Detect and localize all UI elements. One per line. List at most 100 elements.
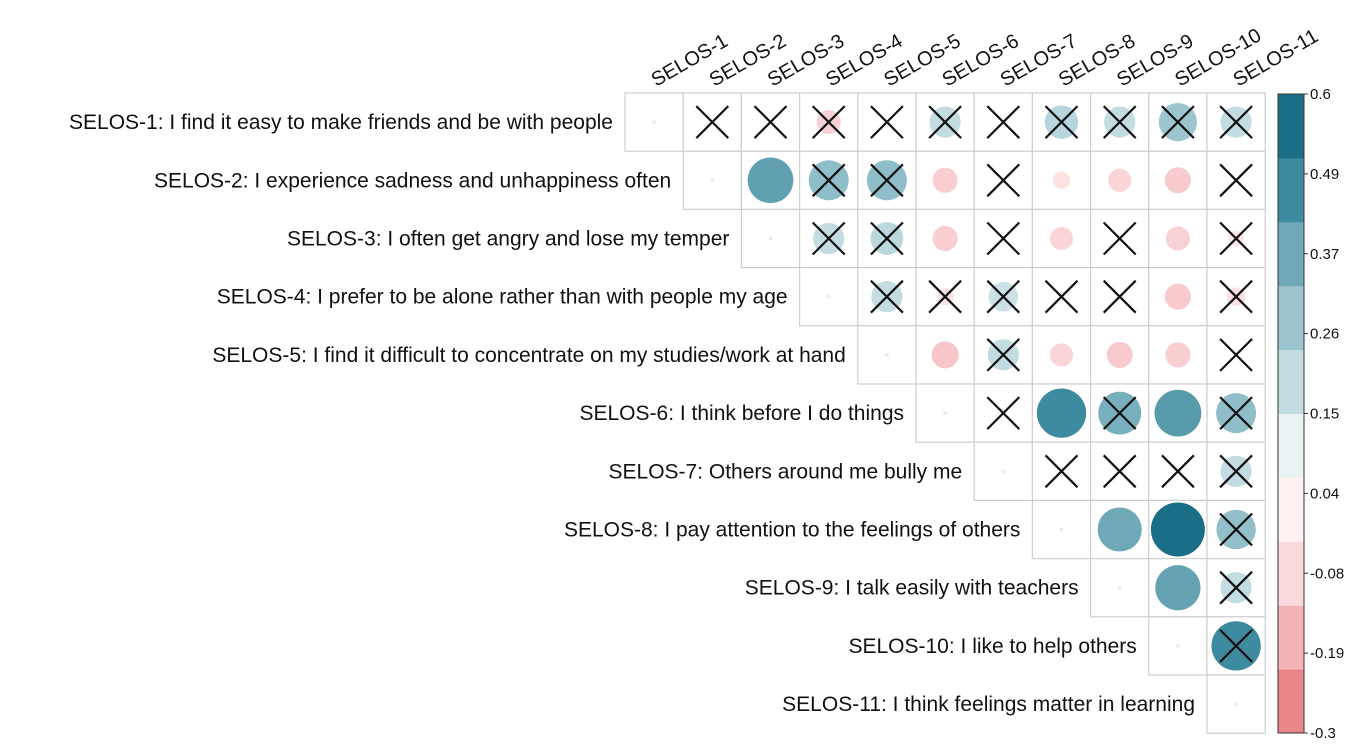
colorbar-segment xyxy=(1278,477,1304,542)
diagonal-dot xyxy=(710,178,715,183)
correlation-circle xyxy=(1150,502,1205,557)
colorbar-segment xyxy=(1278,605,1304,670)
row-label: SELOS-7: Others around me bully me xyxy=(609,460,963,483)
correlation-circle xyxy=(1052,171,1071,189)
diagonal-dot xyxy=(652,120,657,125)
colorbar-tick-label: 0.26 xyxy=(1310,326,1339,343)
correlation-circle xyxy=(932,167,958,193)
cross-mark xyxy=(811,221,846,256)
diagonal-dot xyxy=(1234,702,1239,707)
colorbar-tick-label: -0.3 xyxy=(1310,725,1336,742)
row-label: SELOS-3: I often get angry and lose my t… xyxy=(287,228,729,251)
column-labels: SELOS-1SELOS-2SELOS-3SELOS-4SELOS-5SELOS… xyxy=(648,24,1323,91)
correlation-circle xyxy=(1164,283,1191,310)
diagonal-dot xyxy=(884,352,889,357)
row-label: SELOS-5: I find it difficult to concentr… xyxy=(212,344,845,367)
row-label: SELOS-1: I find it easy to make friends … xyxy=(69,111,613,134)
colorbar-tick-label: 0.04 xyxy=(1310,485,1339,502)
row-label: SELOS-11: I think feelings matter in lea… xyxy=(782,693,1195,716)
correlation-circle xyxy=(747,157,794,204)
correlation-circle xyxy=(931,341,959,369)
colorbar-segment xyxy=(1278,157,1304,223)
cross-mark xyxy=(1219,163,1253,198)
cross-mark xyxy=(1219,396,1253,430)
cross-mark xyxy=(986,279,1021,314)
cross-mark xyxy=(695,105,730,139)
cross-mark xyxy=(870,105,904,139)
cross-mark xyxy=(811,105,846,139)
correlation-circle xyxy=(1036,388,1087,438)
colorbar-segment xyxy=(1278,221,1304,287)
correlation-circle xyxy=(1106,341,1133,368)
row-label: SELOS-6: I think before I do things xyxy=(579,402,904,425)
cross-mark xyxy=(928,105,962,139)
cross-mark xyxy=(1102,454,1137,489)
colorbar-tick-label: -0.08 xyxy=(1310,565,1344,582)
colorbar-legend: 0.6 0.49 0.37 0.26 0.15 0.04 -0.08 -0.19 -0.3 xyxy=(1277,86,1344,742)
cross-mark xyxy=(870,163,904,198)
cross-mark xyxy=(1102,396,1137,430)
colorbar-tick-label: 0.15 xyxy=(1310,406,1339,423)
diagonal-dot xyxy=(1059,527,1064,532)
correlation-circle xyxy=(1049,343,1074,367)
cross-mark xyxy=(1102,105,1137,139)
non-significant-marks xyxy=(695,105,1253,663)
cross-mark xyxy=(928,279,962,314)
colorbar-segment xyxy=(1278,94,1304,159)
correlation-circle xyxy=(1049,226,1074,251)
cross-mark xyxy=(1219,105,1253,139)
diagonal-dot xyxy=(826,294,831,299)
colorbar-segment xyxy=(1278,285,1304,351)
colorbar-tick-label: 0.6 xyxy=(1310,86,1331,103)
cross-mark xyxy=(1102,279,1137,314)
correlation-circle xyxy=(1154,389,1202,437)
cross-mark xyxy=(753,105,788,139)
cross-mark xyxy=(1161,454,1195,489)
colorbar-segment xyxy=(1278,669,1304,734)
cross-mark xyxy=(986,221,1021,256)
row-label: SELOS-10: I like to help others xyxy=(848,635,1136,658)
cross-mark xyxy=(986,338,1021,372)
cross-mark xyxy=(1219,629,1253,663)
grid-cell xyxy=(1031,92,1092,152)
correlation-circle xyxy=(1165,342,1191,368)
cross-mark xyxy=(1044,279,1079,314)
colorbar-tick-label: -0.19 xyxy=(1310,645,1344,662)
row-label: SELOS-8: I pay attention to the feelings… xyxy=(564,519,1020,542)
row-label: SELOS-9: I talk easily with teachers xyxy=(745,577,1079,600)
diagonal-dot xyxy=(768,236,773,241)
cross-mark xyxy=(1219,454,1253,489)
diagonal-dot xyxy=(943,411,948,416)
cross-mark xyxy=(1161,105,1195,139)
diagonal-dot xyxy=(1117,585,1122,590)
cross-mark xyxy=(1219,221,1253,256)
diagonal-dot xyxy=(1001,469,1006,474)
diagonal-dot xyxy=(1175,643,1180,648)
correlation-circle xyxy=(1108,168,1132,192)
colorbar-tick-label: 0.37 xyxy=(1310,246,1339,263)
row-label: SELOS-2: I experience sadness and unhapp… xyxy=(154,169,671,192)
cross-mark xyxy=(1219,512,1253,547)
cross-mark xyxy=(1219,279,1253,314)
cross-mark xyxy=(1219,338,1253,372)
cross-mark xyxy=(870,279,904,314)
colorbar-segment xyxy=(1278,541,1304,606)
row-label: SELOS-4: I prefer to be alone rather tha… xyxy=(217,286,788,309)
cross-mark xyxy=(870,221,904,256)
cross-mark xyxy=(1219,570,1253,605)
colorbar-segment xyxy=(1278,413,1304,478)
correlation-circle xyxy=(932,225,958,252)
cross-mark xyxy=(811,163,846,198)
cross-mark xyxy=(986,105,1021,139)
cross-mark xyxy=(1044,105,1079,139)
cross-mark xyxy=(986,396,1021,430)
colorbar-segment xyxy=(1278,349,1304,414)
correlation-circle xyxy=(1155,565,1201,611)
correlation-circle xyxy=(1165,226,1190,251)
colorbar-tick-label: 0.49 xyxy=(1310,166,1339,183)
correlation-circle xyxy=(1164,167,1191,194)
cross-mark xyxy=(1102,221,1137,256)
cross-mark xyxy=(1044,454,1079,489)
cross-mark xyxy=(986,163,1021,198)
